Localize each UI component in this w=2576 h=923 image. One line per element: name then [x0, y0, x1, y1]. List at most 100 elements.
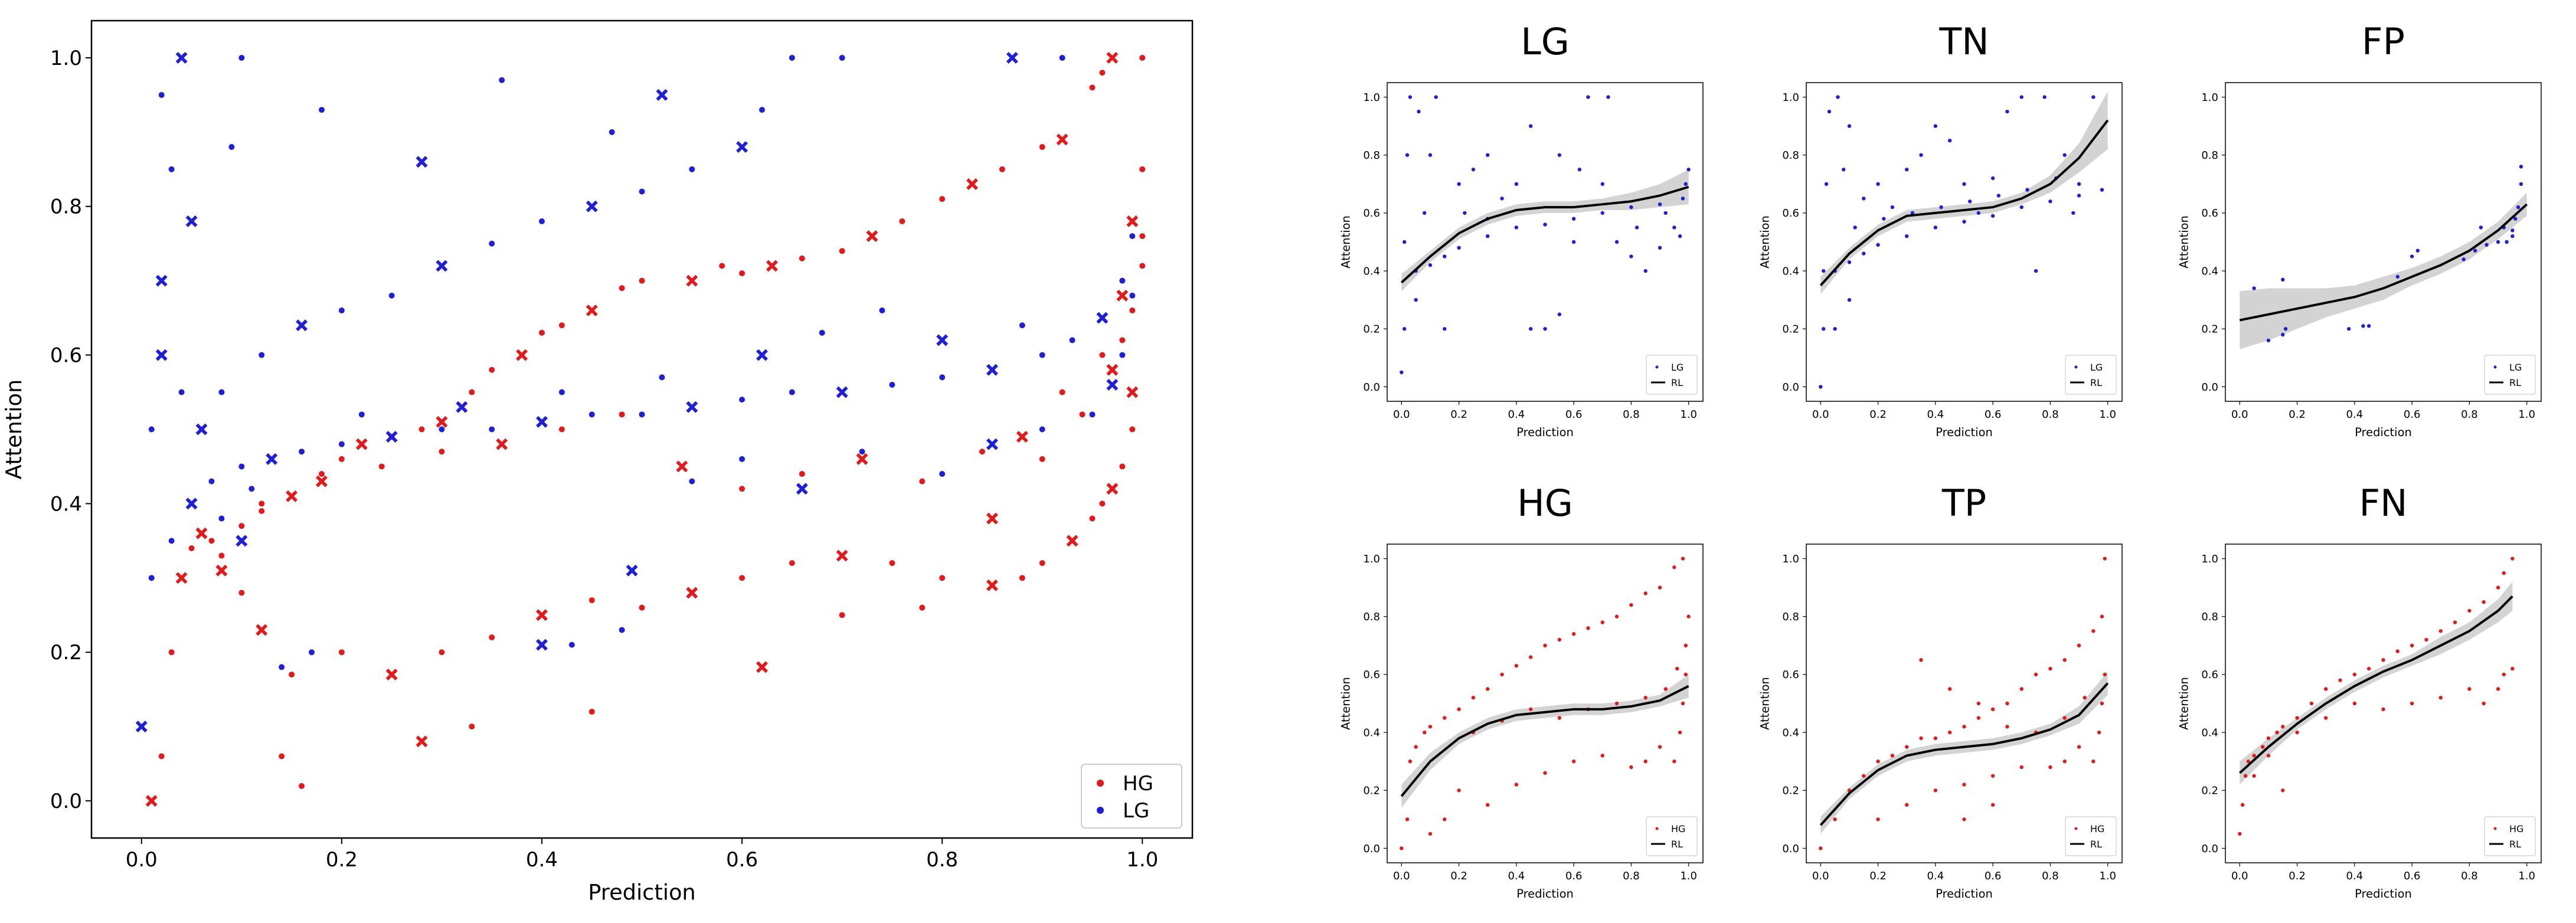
- sub-fn-point: [2352, 672, 2357, 677]
- sub-tn-point: [1847, 297, 1852, 302]
- sub-hg-y-tick-label: 1.0: [1363, 553, 1380, 565]
- lg-point: [259, 352, 265, 358]
- sub-tp-point: [1947, 687, 1952, 691]
- sub-hg-point: [1600, 620, 1604, 624]
- sub-fp-y-tick-label: 1.0: [2201, 91, 2218, 104]
- sub-lg-point: [1463, 211, 1467, 215]
- sub-fp-point: [2346, 327, 2351, 331]
- lg-point: [185, 215, 198, 227]
- sub-tn-point: [2005, 109, 2009, 114]
- sub-lg-point: [1586, 95, 1590, 99]
- lg-point: [148, 575, 155, 581]
- sub-tn-point: [2091, 95, 2096, 99]
- sub-fn-point: [2366, 666, 2371, 671]
- lg-point: [1039, 352, 1045, 358]
- hg-point: [756, 661, 768, 673]
- sub-hg-title: HG: [1517, 482, 1573, 525]
- sub-lg-y-tick-label: 0.0: [1363, 381, 1380, 394]
- sub-lg-confidence-band: [1401, 169, 1689, 292]
- sub-fn-point: [2338, 678, 2342, 682]
- lg-point: [456, 401, 468, 413]
- sub-tp-confidence-band: [1820, 672, 2108, 834]
- hg-point: [1089, 84, 1096, 91]
- sub-hg-y-tick-label: 0.8: [1363, 611, 1380, 623]
- sub-hg-x-tick-label: 0.0: [1393, 870, 1410, 882]
- sub-fn-point: [2467, 687, 2472, 691]
- sub-tn-point: [2062, 153, 2067, 157]
- sub-lg-point: [1681, 197, 1685, 201]
- sub-lg-point: [1528, 124, 1533, 128]
- sub-tp-point: [2019, 765, 2023, 770]
- sub-tn-legend-box: [2065, 355, 2117, 395]
- hg-point: [385, 669, 398, 680]
- lg-point: [318, 107, 325, 113]
- lg-point: [148, 426, 155, 433]
- hg-point: [676, 460, 688, 473]
- small-multiples-grid: LG 0.0 0.2 0.4 0.6 0.8 1.0 0.0 0.2 0.4 0.6 0.8 1.0 Pr…: [1322, 0, 2576, 923]
- sub-hg-regression-line: [1400, 685, 1689, 797]
- sub-hg-x-tick-label: 0.4: [1508, 870, 1525, 882]
- hg-point: [919, 478, 926, 485]
- main-x-tick-label: 0.8: [926, 848, 958, 872]
- sub-tn-regression-line: [1819, 119, 2109, 286]
- hg-point: [338, 649, 345, 656]
- sub-hg-point: [1557, 716, 1562, 720]
- lg-point: [986, 364, 998, 376]
- hg-point: [259, 508, 265, 514]
- hg-point: [436, 415, 448, 428]
- lg-point: [299, 449, 305, 455]
- sub-lg-point: [1402, 327, 1407, 331]
- sub-tp-point: [2091, 759, 2096, 764]
- lg-point: [689, 166, 695, 172]
- sub-lg-point: [1428, 153, 1433, 157]
- sub-fp-point: [2415, 248, 2420, 253]
- sub-lg-point: [1571, 240, 1576, 244]
- sub-tn-point: [1976, 211, 1981, 215]
- lg-point: [939, 471, 946, 477]
- sub-hg-point: [1457, 788, 1461, 793]
- sub-fp-point: [2461, 257, 2466, 261]
- hg-point: [1126, 215, 1139, 227]
- sub-tp-point: [1990, 774, 1995, 778]
- lg-point: [238, 54, 245, 61]
- main-scatter-chart: 0.0 0.2 0.4 0.6 0.8 1.0 0.0 0.2 0.4 0.6 0.8 1.0 Pred…: [1, 19, 1194, 905]
- sub-tn-point: [1910, 211, 1915, 215]
- sub-hg-point: [1486, 803, 1490, 807]
- sub-fn-point: [2243, 774, 2248, 778]
- sub-fn-point: [2238, 832, 2242, 836]
- sub-tp-point: [1919, 658, 1923, 662]
- sub-fn-point: [2246, 759, 2251, 764]
- sub-tn-x-tick-label: 0.2: [1869, 408, 1887, 421]
- hg-point: [1139, 166, 1146, 172]
- hg-point: [1139, 263, 1146, 269]
- sub-hg-legend-box: [1646, 816, 1698, 856]
- hg-point: [889, 560, 895, 567]
- lg-point: [358, 411, 365, 418]
- lg-point: [208, 478, 215, 485]
- sub-fn-point: [2496, 687, 2500, 691]
- main-x-axis-label: Prediction: [588, 879, 695, 905]
- sub-fn-y-tick-label: 0.8: [2201, 611, 2218, 623]
- sub-lg-legend-marker-scatter: [1655, 365, 1659, 369]
- sub-fn-point: [2309, 701, 2314, 706]
- sub-tp-point: [1990, 803, 1995, 807]
- sub-tp-legend-label-scatter: HG: [2090, 823, 2104, 834]
- sub-tn-point: [1862, 251, 1866, 256]
- hg-point: [1099, 352, 1106, 358]
- hg-point: [279, 753, 285, 760]
- sub-tn-point: [1853, 225, 1857, 230]
- sub-tn-point: [1996, 194, 2001, 198]
- sub-hg-y-tick-label: 0.2: [1363, 785, 1380, 797]
- sub-tn-point: [1990, 214, 1995, 218]
- lg-point: [168, 538, 175, 544]
- subplot-fn: FN 0.0 0.2 0.4 0.6 0.8 1.0 0.0 0.2 0.4 0.6 0.8 1.0 Pr…: [2177, 482, 2542, 901]
- lg-point: [385, 431, 398, 443]
- sub-lg-point: [1571, 217, 1576, 221]
- sub-fn-x-tick-label: 0.0: [2231, 870, 2248, 882]
- sub-fp-x-tick-label: 0.4: [2346, 408, 2363, 421]
- hg-point: [639, 277, 645, 284]
- hg-point: [719, 263, 725, 269]
- lg-point: [338, 441, 345, 447]
- sub-fn-point: [2324, 687, 2328, 691]
- sub-tp-x-tick-label: 0.6: [1985, 870, 2002, 882]
